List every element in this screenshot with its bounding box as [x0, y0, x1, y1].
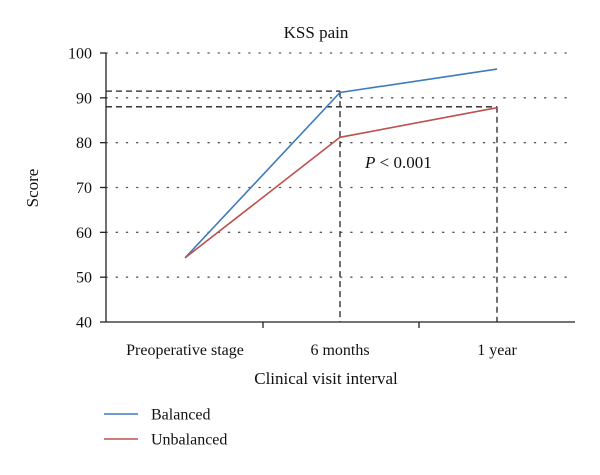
y-tick-label-40: 40	[76, 315, 92, 332]
series-lines	[184, 68, 498, 259]
legend-label-balanced: Balanced	[151, 407, 211, 424]
y-axis-label: Score	[23, 169, 42, 208]
x-tick-label-1: Preoperative stage	[126, 342, 244, 359]
reference-lines	[106, 90, 498, 322]
legend-label-unbalanced: Unbalanced	[151, 432, 227, 449]
legend: Balanced Unbalanced	[104, 407, 227, 449]
series-line-balanced	[184, 68, 498, 259]
y-tick-label-70: 70	[76, 180, 92, 197]
y-tick-label-90: 90	[76, 90, 92, 107]
y-tick-label-50: 50	[76, 270, 92, 287]
p-value-text: < 0.001	[375, 153, 431, 172]
x-tick-labels: Preoperative stage 6 months 1 year	[126, 342, 517, 359]
p-value-annotation: P < 0.001	[364, 153, 432, 172]
y-tick-labels: 40 50 60 70 80 90 100	[68, 46, 92, 332]
y-tick-label-80: 80	[76, 135, 92, 152]
series-line-unbalanced	[184, 106, 498, 259]
chart-title: KSS pain	[284, 23, 349, 42]
x-axis-label: Clinical visit interval	[254, 369, 398, 388]
y-tick-label-60: 60	[76, 225, 92, 242]
x-tick-label-3: 1 year	[477, 342, 517, 359]
y-tick-label-100: 100	[68, 46, 92, 63]
x-tick-label-2: 6 months	[310, 342, 369, 359]
axes	[100, 52, 575, 328]
p-value-symbol: P	[364, 153, 375, 172]
